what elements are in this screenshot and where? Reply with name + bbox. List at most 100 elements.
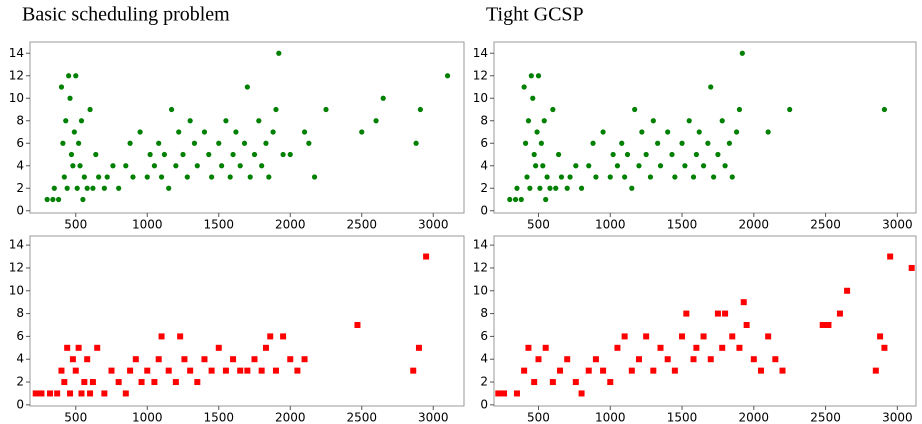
point [543, 196, 549, 203]
point [73, 73, 79, 79]
point [607, 174, 613, 180]
point [557, 367, 564, 374]
y-tick-label: 6 [480, 329, 488, 343]
y-tick-label: 4 [480, 158, 488, 172]
point [531, 151, 537, 158]
point [72, 367, 79, 374]
plot-frame [493, 235, 917, 407]
point [230, 151, 236, 158]
point [705, 140, 711, 146]
point [101, 185, 107, 191]
point [825, 321, 832, 328]
point [779, 367, 786, 374]
point [90, 185, 96, 191]
point [521, 367, 528, 374]
point [44, 196, 50, 203]
point [682, 163, 688, 169]
point [230, 356, 237, 363]
y-tick-label: 2 [16, 375, 24, 389]
point [58, 367, 65, 374]
point [564, 185, 570, 191]
point [89, 379, 96, 386]
point [70, 163, 76, 169]
y-tick-label: 0 [480, 203, 488, 217]
point [624, 151, 631, 158]
point [259, 163, 265, 169]
x-tick-label: 1500 [203, 411, 234, 424]
point [194, 379, 201, 386]
point [535, 73, 542, 79]
y-tick-label: 10 [9, 283, 24, 297]
point [301, 356, 308, 363]
point [722, 163, 728, 169]
point [679, 333, 686, 340]
point [632, 106, 638, 113]
point [54, 390, 61, 397]
point [311, 174, 318, 180]
point [380, 95, 386, 101]
x-tick-label: 3000 [418, 411, 449, 424]
point [547, 185, 553, 191]
point [96, 174, 102, 180]
point [61, 174, 67, 180]
point [138, 379, 145, 386]
point [772, 356, 779, 363]
y-tick-label: 4 [16, 352, 24, 366]
point [64, 344, 71, 351]
point [538, 140, 544, 146]
point [600, 129, 606, 135]
point [736, 106, 743, 113]
point [650, 118, 656, 124]
point [610, 151, 616, 158]
point [683, 310, 690, 317]
y-tick-label: 6 [16, 329, 24, 343]
point [151, 379, 158, 386]
point [639, 129, 645, 135]
point [629, 185, 635, 191]
point [158, 174, 165, 180]
y-tick-label: 10 [9, 91, 24, 105]
y-tick-label: 12 [9, 68, 24, 82]
point [165, 367, 172, 374]
x-tick-label: 3000 [882, 218, 913, 232]
point [564, 356, 571, 363]
point [600, 367, 607, 374]
point [81, 379, 88, 386]
point [287, 356, 294, 363]
y-tick-label: 4 [16, 158, 24, 172]
point [711, 174, 717, 180]
x-tick-label: 2000 [739, 218, 770, 232]
x-tick-label: 3000 [882, 411, 913, 424]
y-tick-label: 14 [473, 46, 488, 60]
point [757, 367, 764, 374]
point [619, 140, 625, 146]
point [237, 163, 243, 169]
point [524, 174, 530, 180]
x-tick-label: 500 [64, 411, 87, 424]
point [101, 390, 108, 397]
point [672, 174, 678, 180]
point [67, 390, 74, 397]
point [201, 129, 208, 135]
point [258, 367, 265, 374]
point [607, 379, 614, 386]
x-tick-label: 2000 [275, 218, 306, 232]
y-tick-label: 14 [9, 46, 24, 60]
x-tick-label: 1000 [132, 218, 163, 232]
point [58, 84, 65, 90]
point [542, 344, 549, 351]
point [84, 185, 90, 191]
point [836, 310, 843, 317]
point [127, 367, 134, 374]
point [531, 379, 538, 386]
point [669, 151, 675, 158]
point [222, 367, 229, 374]
point [614, 344, 621, 351]
point [201, 356, 208, 363]
point [69, 356, 76, 363]
point [700, 163, 707, 169]
point [137, 129, 143, 135]
point [573, 163, 579, 169]
point [241, 140, 248, 146]
